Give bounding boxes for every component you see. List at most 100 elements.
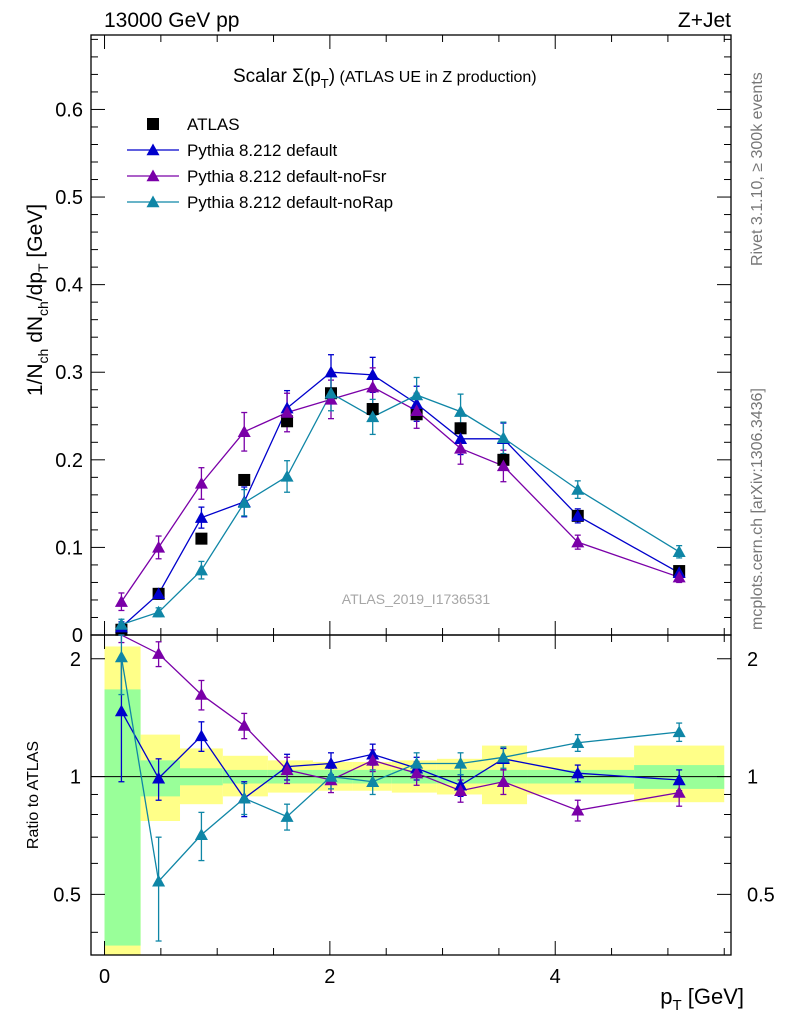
data-point-noRap [571,483,585,495]
main-y-tick-label: 0.6 [55,99,83,121]
ratio-point-default [194,729,208,742]
data-point-default [454,432,468,444]
data-point-noFsr [672,570,686,583]
main-y-tick-label: 0.3 [55,362,83,384]
series-line-default [120,371,680,628]
ratio-point-noFsr [496,775,510,787]
ratio-y-tick-label: 1 [70,767,81,789]
ratio-line-noFsr [121,634,680,811]
main-x-ticks [104,35,725,635]
ratio-point-default [152,771,166,784]
data-point-noRap [410,388,424,401]
data-point-noRap [194,563,208,576]
legend-label-noRap: Pythia 8.212 default-noRap [187,193,393,212]
ratio-point-noRap [280,810,294,822]
data-point-noFsr [366,380,380,393]
data-point-default [571,509,585,522]
ratio-point-noFsr [152,647,166,659]
ratio-y-axis-label: Ratio to ATLAS [25,741,42,849]
data-point-default [194,511,208,523]
legend: ATLAS Pythia 8.212 default Pythia 8.212 de… [127,115,393,212]
ratio-point-noRap [410,756,424,769]
main-y-tick-label: 0.4 [55,275,83,297]
ratio-point-noRap [324,770,338,782]
x-tick-label: 0 [99,966,110,988]
data-point-noRap [324,386,338,399]
data-point-noFsr [280,406,294,418]
ratio-point-noFsr [410,766,424,779]
ratio-band-inner [104,689,141,946]
process-label: Z+Jet [678,9,731,32]
mcplots-label: mcplots.cern.ch [arXiv:1306.3436] [749,388,766,630]
rivet-label: Rivet 3.1.10, ≥ 300k events [749,72,766,266]
data-point-atlas [281,415,294,428]
ratio-point-default [571,766,585,779]
ratio-point-noFsr [194,688,208,700]
data-point-noFsr [114,595,128,607]
ratio-point-noFsr [672,786,686,798]
legend-marker-noRap [146,195,160,208]
ratio-y-tick-label-right: 1 [747,767,758,789]
data-point-atlas [454,422,467,435]
ratio-y-ticks: 0.5 0.5 1 1 2 2 [53,649,775,933]
data-point-noFsr [324,392,338,405]
series-line-noFsr [120,386,680,603]
ratio-point-noRap [454,756,468,769]
x-tick-label: 2 [324,966,335,988]
data-point-atlas [366,403,379,416]
ratio-point-noRap [114,650,128,663]
ratio-y-tick-label: 0.5 [53,884,81,906]
ratio-point-noFsr [571,803,585,816]
chart-title: Scalar Σ(pT) (ATLAS UE in Z production) [233,66,537,91]
data-point-noFsr [152,540,166,553]
legend-label-noFsr: Pythia 8.212 default-noFsr [187,167,387,186]
data-point-noFsr [571,535,585,548]
main-y-tick-label: 0.1 [55,537,83,559]
legend-marker-default [146,143,160,156]
analysis-watermark: ATLAS_2019_I1736531 [342,591,491,607]
energy-label: 13000 GeV pp [104,9,239,32]
data-point-default [324,365,338,378]
ratio-point-noRap [571,736,585,748]
main-data [114,354,686,636]
ratio-point-noFsr [366,753,380,766]
data-point-noRap [280,469,294,482]
legend-label-atlas: ATLAS [187,115,240,134]
x-tick-label: 4 [550,966,561,988]
data-point-noRap [366,410,380,423]
data-point-atlas [195,532,208,545]
ratio-point-default [366,747,380,760]
data-point-noRap [152,605,166,618]
ratio-point-noFsr [237,719,251,731]
data-point-noFsr [496,459,510,472]
main-y-axis-label: 1/Nch dNch/dpT [GeV] [24,204,51,396]
legend-marker-noFsr [146,169,160,182]
ratio-point-noFsr [454,784,468,796]
ratio-panel: 0.5 0.5 1 1 2 2 0 2 4 Ratio to ATLAS pT [GeV] [25,634,775,1014]
data-point-noFsr [237,425,251,437]
main-y-tick-label: 0.5 [55,187,83,209]
ratio-line-default [120,710,680,800]
ratio-point-default [324,756,338,769]
ratio-point-noFsr [280,763,294,776]
data-point-noRap [237,496,251,508]
data-point-default [152,587,166,600]
main-panel: 0 0.1 0.2 0.3 0.4 0.5 0.6 1/Nch dNch/dpT [GeV]… [24,34,732,647]
main-y-ticks: 0 0.1 0.2 0.3 0.4 0.5 0.6 [55,38,731,647]
data-point-noRap [496,431,510,444]
data-point-noFsr [194,476,208,489]
data-point-noRap [454,405,468,417]
ratio-point-noRap [496,750,510,763]
data-point-atlas [238,473,251,486]
data-point-noFsr [454,441,468,454]
ratio-line-noRap [120,656,680,883]
ratio-point-noRap [366,775,380,787]
main-y-tick-label: 0.2 [55,450,83,472]
ratio-frame [90,634,732,956]
ratio-point-noRap [672,725,686,738]
ratio-point-noRap [237,791,251,804]
ratio-data [114,634,686,942]
ratio-y-tick-label-right: 2 [747,649,758,671]
ratio-point-noRap [194,828,208,840]
